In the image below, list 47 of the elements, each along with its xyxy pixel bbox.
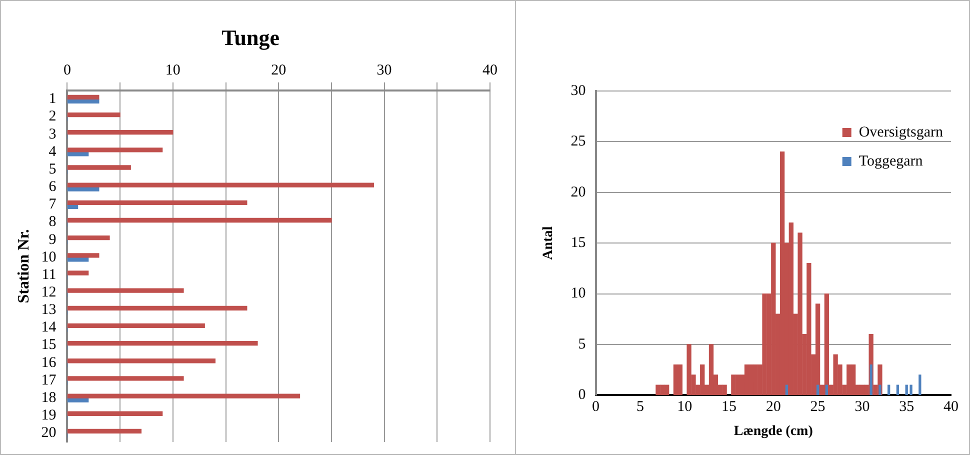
y-tick-label: 15: [570, 235, 586, 252]
x-tick-label: 0: [63, 62, 71, 78]
x-tick-label: 40: [482, 62, 498, 78]
y-tick-label: 18: [41, 390, 56, 406]
x-tick-label: 30: [376, 62, 392, 78]
y-tick-label: 14: [41, 320, 57, 336]
x-tick-label: 35: [899, 399, 914, 416]
x-tick-label: 20: [766, 399, 781, 416]
y-tick-label: 16: [41, 354, 57, 371]
chart-title: Tunge: [222, 24, 280, 50]
y-tick-label: 20: [41, 425, 56, 442]
y-tick-label: 9: [48, 232, 56, 248]
y-tick-label: 11: [42, 266, 56, 283]
x-tick-label: 15: [722, 399, 736, 416]
x-tick-label: 25: [810, 399, 826, 416]
y-tick-label: 1: [48, 91, 56, 108]
x-tick-label: 5: [636, 399, 644, 416]
y-tick-label: 17: [41, 372, 57, 388]
x-axis-title: Længde (cm): [734, 424, 814, 440]
y-tick-label: 3: [48, 126, 56, 142]
y-tick-label: 30: [570, 82, 586, 99]
y-axis-title: Antal: [541, 226, 556, 260]
y-tick-label: 7: [48, 196, 57, 213]
y-tick-label: 5: [578, 336, 586, 352]
x-tick-label: 10: [677, 399, 692, 416]
y-tick-label: 2: [48, 108, 56, 125]
y-axis-title: Station Nr.: [16, 229, 33, 304]
y-tick-label: 10: [570, 286, 586, 302]
y-tick-label: 13: [41, 302, 56, 318]
y-tick-label: 0: [578, 387, 586, 404]
x-tick-label: 40: [944, 399, 958, 416]
y-tick-label: 20: [570, 184, 586, 200]
y-tick-label: 8: [48, 214, 56, 230]
x-tick-label: 20: [271, 62, 286, 78]
y-tick-label: 25: [570, 134, 586, 150]
legend-label: Oversigtsgarn: [858, 124, 944, 140]
y-tick-label: 5: [48, 161, 56, 178]
y-tick-label: 10: [41, 249, 56, 266]
y-tick-label: 15: [41, 337, 56, 354]
x-tick-label: 30: [854, 399, 870, 416]
y-tick-label: 4: [48, 144, 57, 160]
x-tick-label: 0: [592, 399, 600, 416]
y-tick-label: 6: [48, 179, 57, 196]
y-tick-label: 12: [41, 284, 56, 301]
y-tick-label: 19: [41, 408, 56, 424]
x-tick-label: 10: [165, 62, 180, 78]
legend-label: Toggegarn: [858, 153, 924, 170]
